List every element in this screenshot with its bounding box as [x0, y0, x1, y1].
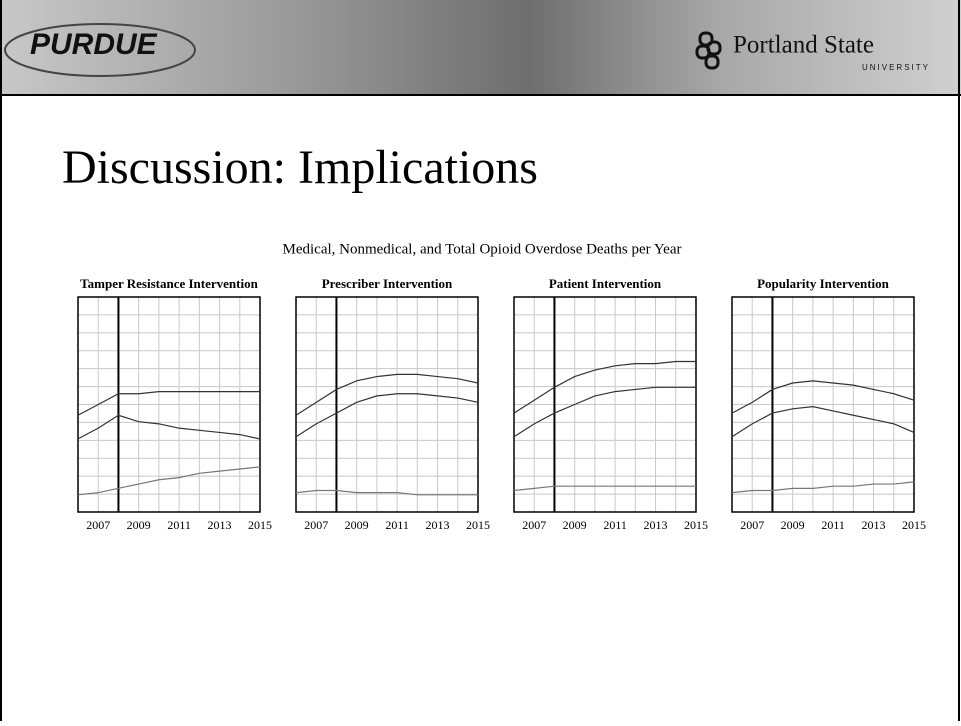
- x-tick-label: 2009: [781, 518, 805, 532]
- x-tick-label: 2013: [644, 518, 668, 532]
- chart-title: Prescriber Intervention: [322, 276, 453, 291]
- background: [0, 0, 961, 721]
- x-tick-label: 2011: [603, 518, 627, 532]
- slide-title: Discussion: Implications: [62, 141, 538, 194]
- x-tick-label: 2015: [248, 518, 272, 532]
- x-tick-label: 2013: [426, 518, 450, 532]
- right-logo: Portland State: [733, 32, 874, 59]
- x-tick-label: 2015: [684, 518, 708, 532]
- x-tick-label: 2011: [167, 518, 191, 532]
- x-tick-label: 2013: [208, 518, 232, 532]
- x-tick-label: 2011: [821, 518, 845, 532]
- x-tick-label: 2007: [304, 518, 328, 532]
- x-tick-label: 2007: [522, 518, 546, 532]
- chart-title: Tamper Resistance Intervention: [80, 276, 258, 291]
- x-tick-label: 2015: [466, 518, 490, 532]
- figure-title: Medical, Nonmedical, and Total Opioid Ov…: [283, 241, 682, 257]
- chart-title: Patient Intervention: [549, 276, 662, 291]
- x-tick-label: 2009: [127, 518, 151, 532]
- x-tick-label: 2015: [902, 518, 926, 532]
- x-tick-label: 2007: [740, 518, 764, 532]
- right-logo-sub: UNIVERSITY: [862, 63, 930, 72]
- x-tick-label: 2011: [385, 518, 409, 532]
- x-tick-label: 2009: [563, 518, 587, 532]
- slide: PURDUE Portland State UNIVERSITY Discuss…: [0, 0, 961, 721]
- x-tick-label: 2007: [86, 518, 110, 532]
- x-tick-label: 2013: [862, 518, 886, 532]
- left-logo: PURDUE: [30, 28, 158, 61]
- x-tick-label: 2009: [345, 518, 369, 532]
- chart-title: Popularity Intervention: [757, 276, 890, 291]
